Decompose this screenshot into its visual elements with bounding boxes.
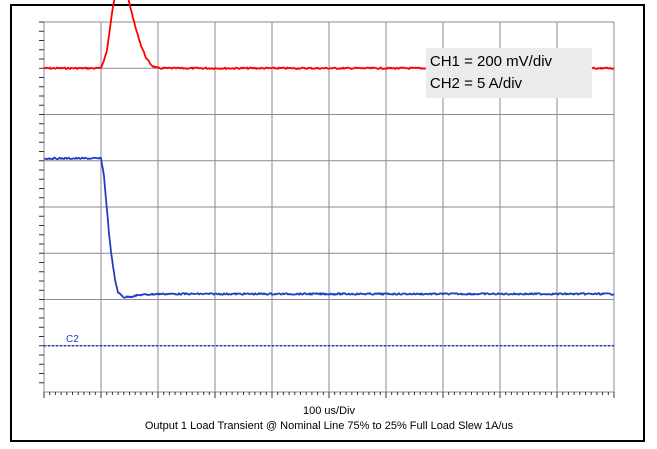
- scale-annotation-box: [425, 48, 592, 98]
- chart-caption: Output 1 Load Transient @ Nominal Line 7…: [145, 420, 514, 432]
- ch1-scale-annotation: CH1 = 200 mV/div: [430, 53, 553, 70]
- trace-ch2: [43, 156, 615, 299]
- ch2-ground-marker-label: C2: [66, 334, 79, 345]
- x-axis-label: 100 us/Div: [303, 405, 355, 417]
- ch2-scale-annotation: CH2 = 5 A/div: [430, 75, 523, 92]
- grid: [43, 21, 615, 393]
- tick-marks: [39, 21, 615, 398]
